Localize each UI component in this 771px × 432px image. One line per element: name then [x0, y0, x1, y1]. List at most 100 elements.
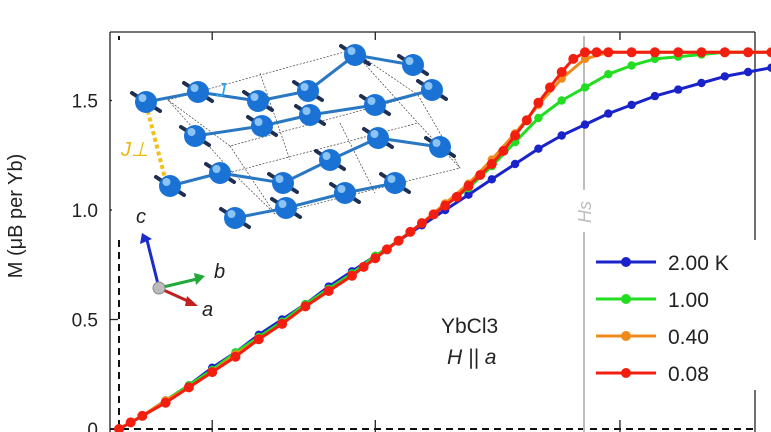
data-point: [487, 175, 496, 184]
legend: 2.00 K 1.00 0.40 0.08: [588, 240, 758, 390]
axis-triad: c b a: [136, 206, 225, 321]
x-ticks: [211, 32, 621, 432]
atom-sphere: [429, 136, 451, 158]
atom-sphere: [247, 90, 269, 112]
hs-label-text: Hs: [575, 201, 595, 223]
legend-label: 0.40: [668, 326, 709, 349]
atom-highlight: [337, 185, 346, 193]
atom-sphere: [402, 54, 424, 76]
data-point: [719, 47, 730, 58]
data-point: [603, 47, 614, 58]
b-axis-label: b: [214, 261, 225, 283]
data-point: [580, 83, 590, 92]
atom-sphere: [209, 162, 231, 184]
data-point: [627, 100, 636, 110]
atom-highlight: [190, 84, 199, 92]
data-point: [604, 70, 613, 79]
atom-highlight: [424, 82, 433, 90]
series-3: [114, 47, 771, 432]
yb-atom: [246, 115, 278, 137]
b-axis-arrow: [158, 277, 198, 290]
data-point: [114, 424, 124, 432]
unit-cell-edge: [339, 122, 376, 194]
atom-highlight: [254, 118, 263, 126]
yb-atom: [292, 80, 324, 102]
data-point: [207, 367, 218, 378]
atom-sphere: [364, 94, 386, 116]
atom-sphere: [367, 127, 389, 149]
data-point: [475, 170, 486, 180]
atom-highlight: [278, 200, 287, 208]
data-point: [696, 47, 707, 58]
data-point: [405, 226, 416, 237]
legend-label: 0.08: [668, 363, 709, 386]
data-point: [673, 47, 684, 58]
atom-highlight: [387, 175, 396, 183]
data-point: [370, 253, 381, 264]
data-point: [604, 109, 613, 118]
data-point: [428, 209, 439, 220]
legend-label: 2.00 K: [668, 252, 729, 275]
atom-sphere: [334, 182, 356, 204]
data-point: [534, 113, 543, 123]
data-point: [580, 120, 590, 129]
data-point: [160, 397, 171, 408]
yb-atom: [154, 175, 186, 197]
atom-highlight: [347, 47, 356, 55]
atom-sphere: [159, 175, 181, 197]
atom-highlight: [162, 178, 171, 186]
jperp-label: J⊥: [120, 139, 148, 161]
data-point: [766, 47, 771, 58]
data-point: [649, 47, 660, 58]
legend-entry: 1.00: [596, 289, 709, 312]
legend-entry: 0.40: [596, 326, 709, 349]
data-point: [720, 72, 729, 81]
yb-atom: [179, 125, 211, 147]
atom-highlight: [405, 57, 414, 65]
y-ticks: 0 0.5 1.0 1.5: [72, 92, 118, 432]
y-tick-label: 1.0: [72, 201, 98, 222]
data-point: [743, 47, 754, 58]
atom-sphere: [319, 149, 341, 171]
y-axis-label: M (μB per Yb): [5, 154, 27, 279]
data-point: [521, 115, 532, 126]
data-point: [697, 78, 706, 88]
j-label: J: [215, 80, 227, 102]
data-point: [534, 144, 543, 153]
atom-highlight: [432, 139, 441, 147]
data-point: [440, 200, 451, 211]
data-point: [568, 53, 579, 64]
data-point: [277, 318, 288, 329]
yb-atom: [242, 90, 274, 112]
yb-atom: [359, 94, 391, 116]
yb-atom: [270, 197, 302, 219]
compound-annotation: YbCl3: [441, 315, 498, 338]
data-point: [253, 334, 264, 345]
data-point: [591, 47, 602, 58]
saturation-field-label: Hs: [575, 190, 595, 232]
data-point: [381, 244, 392, 255]
data-point: [510, 130, 521, 141]
atom-sphere: [135, 91, 157, 113]
c-axis-label: c: [136, 206, 146, 228]
data-point: [183, 382, 194, 393]
legend-entry: 0.08: [596, 363, 709, 386]
atom-sphere: [297, 80, 319, 102]
data-point: [323, 286, 334, 296]
data-point: [767, 63, 771, 72]
atom-sphere: [184, 125, 206, 147]
legend-swatch-marker: [621, 294, 631, 304]
yb-atom: [219, 207, 251, 229]
legend-entry: 2.00 K: [596, 252, 729, 275]
unit-cell-edge: [259, 72, 291, 161]
atom-sphere: [272, 172, 294, 194]
yb-atom: [314, 149, 346, 171]
data-point: [125, 417, 136, 428]
data-point: [556, 67, 567, 77]
yb-atom: [130, 91, 162, 113]
data-point: [743, 67, 753, 77]
legend-background: [588, 240, 758, 390]
atom-highlight: [367, 97, 376, 105]
data-point: [393, 235, 404, 246]
